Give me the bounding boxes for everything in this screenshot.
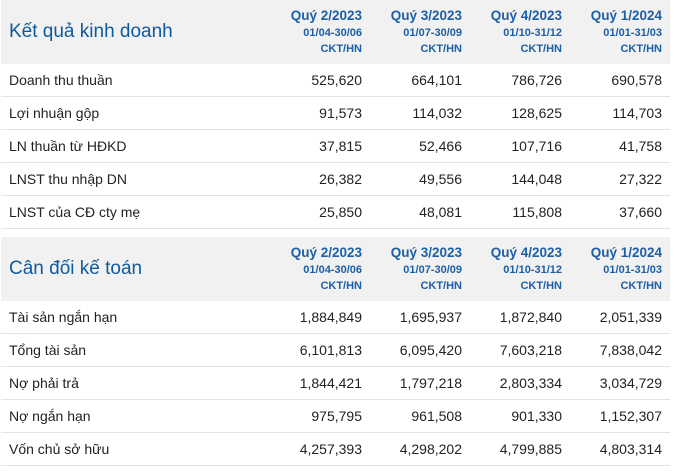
balance-section-header: Cân đối kế toán Quý 2/2023 01/04-30/06 C… — [1, 237, 670, 301]
table-row: LNST của CĐ cty mẹ 25,850 48,081 115,808… — [1, 195, 670, 229]
period-header: Quý 4/2023 01/10-31/12 CKT/HN — [470, 237, 570, 301]
row-label: LNST của CĐ cty mẹ — [1, 195, 270, 229]
row-value: 6,101,813 — [270, 333, 370, 367]
period-quarter-link[interactable]: Quý 3/2023 — [390, 245, 462, 260]
period-unit: CKT/HN — [620, 43, 662, 55]
row-label: Vốn chủ sở hữu — [1, 432, 270, 466]
row-label: Lợi nhuận gộp — [1, 96, 270, 130]
table-row: Nợ phải trả 1,844,421 1,797,218 2,803,33… — [1, 366, 670, 400]
period-quarter-link[interactable]: Quý 4/2023 — [490, 8, 562, 23]
period-header: Quý 3/2023 01/07-30/09 CKT/HN — [370, 237, 470, 301]
row-value: 128,625 — [470, 96, 570, 130]
period-header: Quý 4/2023 01/10-31/12 CKT/HN — [470, 0, 570, 64]
row-value: 6,095,420 — [370, 333, 470, 367]
period-dates: 01/04-30/06 — [303, 264, 362, 276]
table-row: Doanh thu thuần 525,620 664,101 786,726 … — [1, 64, 670, 97]
row-value: 37,660 — [570, 195, 670, 229]
row-value: 144,048 — [470, 162, 570, 196]
row-value: 27,322 — [570, 162, 670, 196]
row-value: 7,603,218 — [470, 333, 570, 367]
section-title-balance: Cân đối kế toán — [1, 237, 270, 301]
row-value: 525,620 — [270, 64, 370, 97]
row-label: Nợ ngắn hạn — [1, 399, 270, 433]
row-value: 690,578 — [570, 64, 670, 97]
row-value: 1,884,849 — [270, 301, 370, 334]
table-row: Tổng tài sản 6,101,813 6,095,420 7,603,2… — [1, 333, 670, 367]
row-value: 107,716 — [470, 129, 570, 163]
row-value: 1,872,840 — [470, 301, 570, 334]
period-dates: 01/07-30/09 — [403, 264, 462, 276]
row-value: 664,101 — [370, 64, 470, 97]
period-unit: CKT/HN — [320, 43, 362, 55]
row-value: 49,556 — [370, 162, 470, 196]
row-value: 2,803,334 — [470, 366, 570, 400]
row-value: 4,803,314 — [570, 432, 670, 466]
period-dates: 01/10-31/12 — [503, 264, 562, 276]
table-row: Nợ ngắn hạn 975,795 961,508 901,330 1,15… — [1, 399, 670, 433]
period-quarter-link[interactable]: Quý 2/2023 — [290, 245, 362, 260]
period-dates: 01/04-30/06 — [303, 27, 362, 39]
row-value: 52,466 — [370, 129, 470, 163]
row-value: 4,799,885 — [470, 432, 570, 466]
row-value: 4,257,393 — [270, 432, 370, 466]
row-value: 37,815 — [270, 129, 370, 163]
period-quarter-link[interactable]: Quý 2/2023 — [290, 8, 362, 23]
row-value: 4,298,202 — [370, 432, 470, 466]
period-unit: CKT/HN — [520, 280, 562, 292]
row-value: 114,703 — [570, 96, 670, 130]
row-value: 91,573 — [270, 96, 370, 130]
row-label: LN thuần từ HĐKD — [1, 129, 270, 163]
row-value: 48,081 — [370, 195, 470, 229]
period-unit: CKT/HN — [320, 280, 362, 292]
row-value: 41,758 — [570, 129, 670, 163]
row-value: 1,844,421 — [270, 366, 370, 400]
period-header: Quý 1/2024 01/01-31/03 CKT/HN — [570, 0, 670, 64]
period-dates: 01/07-30/09 — [403, 27, 462, 39]
period-quarter-link[interactable]: Quý 1/2024 — [590, 8, 662, 23]
period-quarter-link[interactable]: Quý 4/2023 — [490, 245, 562, 260]
table-row: Tài sản ngắn hạn 1,884,849 1,695,937 1,8… — [1, 301, 670, 334]
period-header: Quý 2/2023 01/04-30/06 CKT/HN — [270, 0, 370, 64]
row-value: 25,850 — [270, 195, 370, 229]
row-value: 3,034,729 — [570, 366, 670, 400]
period-dates: 01/01-31/03 — [603, 264, 662, 276]
period-header: Quý 1/2024 01/01-31/03 CKT/HN — [570, 237, 670, 301]
row-value: 115,808 — [470, 195, 570, 229]
table-row: Lợi nhuận gộp 91,573 114,032 128,625 114… — [1, 96, 670, 130]
table-row: Vốn chủ sở hữu 4,257,393 4,298,202 4,799… — [1, 432, 670, 466]
row-value: 114,032 — [370, 96, 470, 130]
period-header: Quý 2/2023 01/04-30/06 CKT/HN — [270, 237, 370, 301]
row-value: 2,051,339 — [570, 301, 670, 334]
row-value: 786,726 — [470, 64, 570, 97]
period-quarter-link[interactable]: Quý 3/2023 — [390, 8, 462, 23]
row-label: Nợ phải trả — [1, 366, 270, 400]
period-unit: CKT/HN — [620, 280, 662, 292]
period-header: Quý 3/2023 01/07-30/09 CKT/HN — [370, 0, 470, 64]
table-row: LN thuần từ HĐKD 37,815 52,466 107,716 4… — [1, 129, 670, 163]
row-label: Doanh thu thuần — [1, 64, 270, 97]
financial-summary-table: Kết quả kinh doanh Quý 2/2023 01/04-30/0… — [1, 0, 670, 466]
section-spacer — [1, 228, 670, 237]
period-unit: CKT/HN — [520, 43, 562, 55]
row-label: Tổng tài sản — [1, 333, 270, 367]
row-value: 961,508 — [370, 399, 470, 433]
row-value: 1,152,307 — [570, 399, 670, 433]
row-value: 26,382 — [270, 162, 370, 196]
period-dates: 01/01-31/03 — [603, 27, 662, 39]
period-quarter-link[interactable]: Quý 1/2024 — [590, 245, 662, 260]
row-label: LNST thu nhập DN — [1, 162, 270, 196]
income-section-header: Kết quả kinh doanh Quý 2/2023 01/04-30/0… — [1, 0, 670, 64]
row-value: 1,797,218 — [370, 366, 470, 400]
period-unit: CKT/HN — [420, 43, 462, 55]
period-unit: CKT/HN — [420, 280, 462, 292]
row-value: 901,330 — [470, 399, 570, 433]
row-value: 1,695,937 — [370, 301, 470, 334]
row-value: 7,838,042 — [570, 333, 670, 367]
table-row: LNST thu nhập DN 26,382 49,556 144,048 2… — [1, 162, 670, 196]
period-dates: 01/10-31/12 — [503, 27, 562, 39]
row-value: 975,795 — [270, 399, 370, 433]
section-title-income: Kết quả kinh doanh — [1, 0, 270, 64]
row-label: Tài sản ngắn hạn — [1, 301, 270, 334]
